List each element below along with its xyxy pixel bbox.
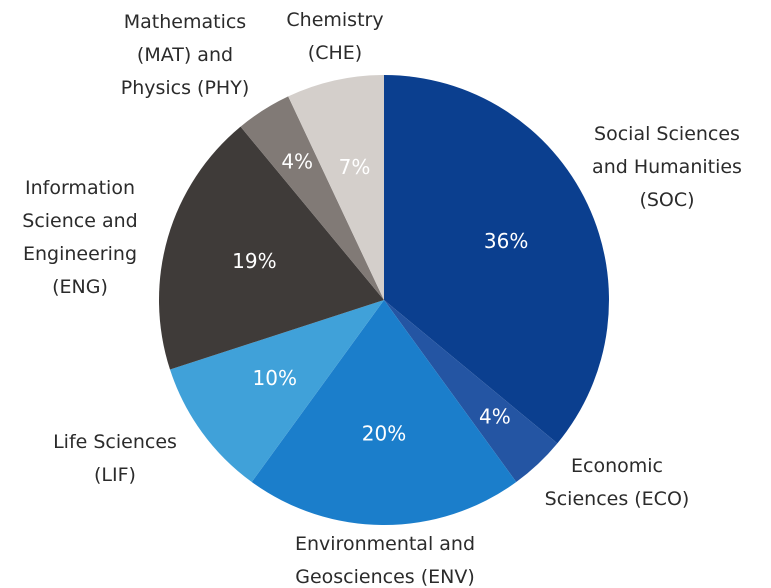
slice xyxy=(159,126,384,370)
category-label: Information Science and Engineering (ENG… xyxy=(22,177,138,298)
category-label: Mathematics (MAT) and Physics (PHY) xyxy=(120,11,250,99)
slice xyxy=(170,300,384,483)
value-label: 4% xyxy=(281,150,313,174)
category-label: Economic Sciences (ECO) xyxy=(544,455,690,510)
category-label: Social Sciences and Humanities (SOC) xyxy=(592,123,742,211)
category-label: Environmental and Geosciences (ENV) xyxy=(294,533,476,588)
slice xyxy=(384,300,558,483)
slice xyxy=(288,75,384,300)
slice xyxy=(240,96,384,300)
value-label: 7% xyxy=(339,155,371,179)
value-label: 4% xyxy=(479,405,511,429)
value-label: 36% xyxy=(484,229,528,253)
category-label: Life Sciences (LIF) xyxy=(53,431,177,486)
slice xyxy=(251,300,517,525)
value-label: 10% xyxy=(253,366,297,390)
slice xyxy=(384,75,609,444)
value-label: 20% xyxy=(362,422,406,446)
value-label: 19% xyxy=(232,249,276,273)
category-label: Chemistry (CHE) xyxy=(286,9,384,64)
